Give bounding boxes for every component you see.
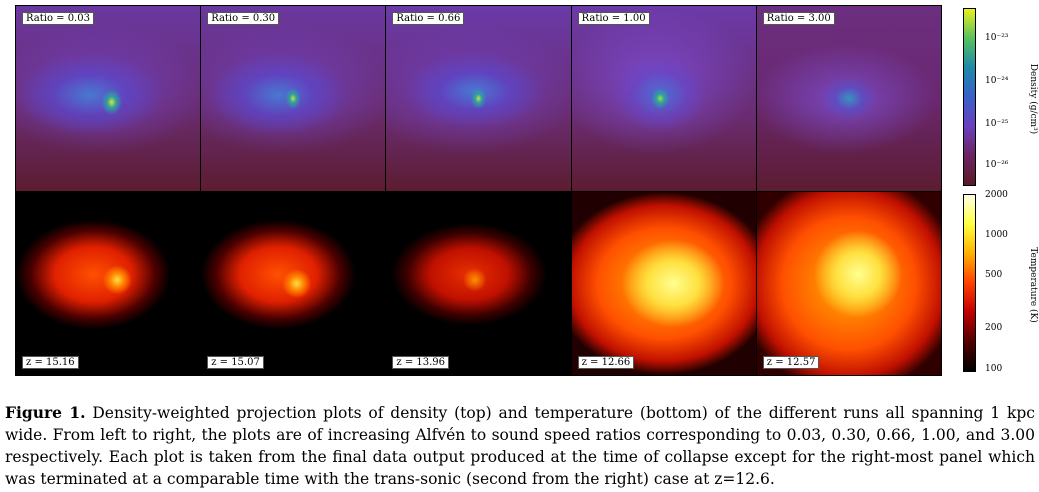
- temperature-tick: 2000: [985, 190, 1008, 200]
- temperature-panel-5: z = 12.57: [756, 192, 941, 375]
- density-colorbar: [963, 8, 976, 186]
- temperature-panel-3: z = 13.96: [386, 192, 571, 375]
- density-panel-3: Ratio = 0.66: [386, 6, 571, 191]
- density-panel-1: Ratio = 0.03: [16, 6, 201, 191]
- density-tick: 10⁻²⁶: [985, 160, 1009, 170]
- temperature-panel-2: z = 15.07: [201, 192, 386, 375]
- temperature-panel-1: z = 15.16: [16, 192, 201, 375]
- density-colorbar-title: Density (g/cm³): [1028, 63, 1038, 135]
- temperature-panel-4: z = 12.66: [571, 192, 756, 375]
- ratio-label: Ratio = 3.00: [762, 12, 835, 25]
- temperature-tick: 100: [985, 364, 1003, 374]
- redshift-label: z = 12.57: [762, 356, 820, 369]
- redshift-label: z = 15.16: [22, 356, 79, 369]
- temperature-tick: 200: [985, 323, 1003, 333]
- density-tick: 10⁻²³: [985, 33, 1009, 43]
- density-tick: 10⁻²⁵: [985, 119, 1009, 129]
- redshift-label: z = 12.66: [577, 356, 635, 369]
- redshift-label: z = 13.96: [392, 356, 450, 369]
- redshift-label: z = 15.07: [207, 356, 264, 369]
- caption-text: Density-weighted projection plots of den…: [5, 404, 1035, 488]
- figure-grid: Ratio = 0.03 Ratio = 0.30 Ratio = 0.66 R…: [15, 5, 942, 376]
- temperature-tick: 500: [985, 270, 1003, 280]
- density-panel-4: Ratio = 1.00: [571, 6, 756, 191]
- density-panel-5: Ratio = 3.00: [756, 6, 941, 191]
- temperature-tick: 1000: [985, 230, 1008, 240]
- density-tick: 10⁻²⁴: [985, 76, 1009, 86]
- ratio-label: Ratio = 1.00: [577, 12, 650, 25]
- density-panel-2: Ratio = 0.30: [201, 6, 386, 191]
- temperature-colorbar: [963, 194, 976, 372]
- ratio-label: Ratio = 0.66: [392, 12, 465, 25]
- ratio-label: Ratio = 0.30: [207, 12, 280, 25]
- figure-caption: Figure 1. Density-weighted projection pl…: [5, 402, 1035, 490]
- ratio-label: Ratio = 0.03: [22, 12, 94, 25]
- caption-label: Figure 1.: [5, 403, 86, 422]
- temperature-colorbar-title: Temperature (K): [1028, 247, 1038, 323]
